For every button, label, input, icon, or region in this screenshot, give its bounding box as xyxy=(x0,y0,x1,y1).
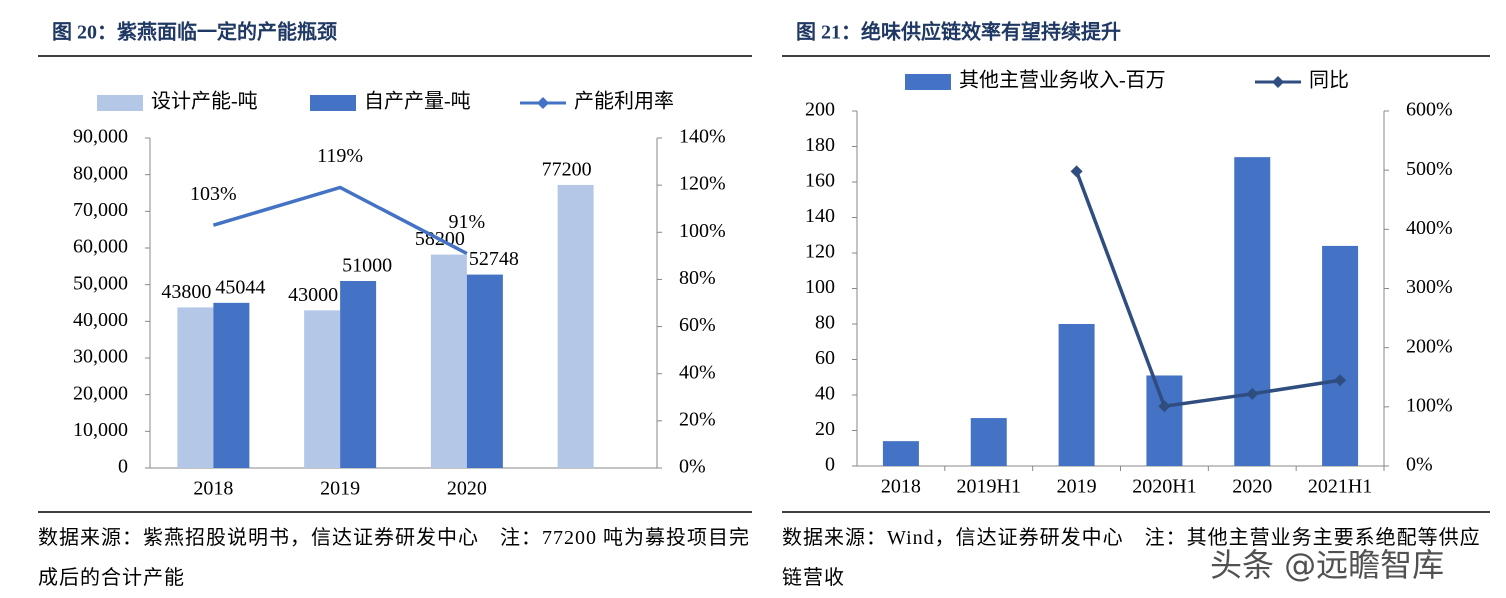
x-tick-label: 2020H1 xyxy=(1132,476,1196,498)
bar xyxy=(213,302,250,468)
y2-tick-label: 0% xyxy=(679,456,706,478)
bar xyxy=(177,307,214,468)
y2-tick-label: 600% xyxy=(1406,99,1453,121)
data-label: 43000 xyxy=(288,284,338,306)
legend-label: 其他主营业务收入-百万 xyxy=(959,69,1166,92)
legend-label: 产能利用率 xyxy=(574,90,674,113)
y-tick-label: 30,000 xyxy=(73,346,128,368)
x-tick-label: 2021H1 xyxy=(1308,476,1372,498)
y2-tick-label: 120% xyxy=(679,173,726,195)
bar xyxy=(1234,157,1271,466)
legend-label: 同比 xyxy=(1309,69,1349,92)
y-tick-label: 100 xyxy=(805,276,835,298)
point xyxy=(1158,400,1171,413)
legend-marker xyxy=(537,97,549,109)
legend-marker xyxy=(1272,76,1284,88)
line xyxy=(212,185,468,256)
point xyxy=(1246,387,1259,400)
y-tick-label: 80,000 xyxy=(73,162,128,184)
y-tick-label: 90,000 xyxy=(73,126,128,148)
x-tick-label: 2019 xyxy=(320,478,360,500)
y2-tick-label: 0% xyxy=(1406,454,1433,476)
y2-tick-label: 300% xyxy=(1406,276,1453,298)
x-tick-label: 2020 xyxy=(1232,476,1272,498)
bar xyxy=(340,281,377,468)
bar xyxy=(970,418,1007,466)
y2-tick-label: 140% xyxy=(679,126,726,148)
source-note: 数据来源：紫燕招股说明书，信达证券研发中心 注：77200 吨为募投项目完成后的… xyxy=(38,527,750,589)
y-tick-label: 80 xyxy=(815,312,835,334)
bar xyxy=(1146,375,1183,466)
y-tick-label: 60 xyxy=(815,347,835,369)
y2-tick-label: 100% xyxy=(679,220,726,242)
watermark: 头条 @远瞻智库 xyxy=(1210,546,1445,584)
y2-tick-label: 60% xyxy=(679,314,716,336)
legend-label: 设计产能-吨 xyxy=(151,90,258,113)
point xyxy=(1334,374,1347,387)
x-tick-label: 2018 xyxy=(881,476,921,498)
y-tick-label: 50,000 xyxy=(73,272,128,294)
bar xyxy=(1322,245,1359,466)
y2-tick-label: 200% xyxy=(1406,335,1453,357)
data-label: 91% xyxy=(449,211,486,233)
y-tick-label: 200 xyxy=(805,99,835,121)
y-tick-label: 20,000 xyxy=(73,382,128,404)
line xyxy=(1074,170,1341,409)
y2-tick-label: 80% xyxy=(679,267,716,289)
legend-swatch xyxy=(905,74,951,90)
bar xyxy=(557,184,594,468)
data-label: 45044 xyxy=(215,276,265,298)
y-tick-label: 10,000 xyxy=(73,419,128,441)
y2-tick-label: 40% xyxy=(679,361,716,383)
y-tick-label: 120 xyxy=(805,241,835,263)
data-label: 103% xyxy=(190,183,237,205)
y2-tick-label: 400% xyxy=(1406,217,1453,239)
data-label: 43800 xyxy=(161,281,211,303)
y2-tick-label: 20% xyxy=(679,408,716,430)
y-tick-label: 180 xyxy=(805,134,835,156)
bar xyxy=(466,274,503,468)
y2-tick-label: 500% xyxy=(1406,158,1453,180)
bar xyxy=(430,254,467,468)
legend-swatch xyxy=(97,95,143,111)
x-tick-label: 2018 xyxy=(193,478,233,500)
chart-title: 图 21：绝味供应链效率有望持续提升 xyxy=(796,20,1121,44)
legend-label: 自产产量-吨 xyxy=(364,90,471,113)
y-tick-label: 0 xyxy=(825,454,835,476)
y-tick-label: 160 xyxy=(805,170,835,192)
point xyxy=(1070,165,1083,178)
data-label: 119% xyxy=(317,145,363,167)
data-label: 51000 xyxy=(342,255,392,277)
chart-title: 图 20：紫燕面临一定的产能瓶颈 xyxy=(52,20,337,44)
y-tick-label: 20 xyxy=(815,418,835,440)
data-label: 77200 xyxy=(542,159,592,181)
y-tick-label: 40 xyxy=(815,383,835,405)
y-tick-label: 60,000 xyxy=(73,236,128,258)
x-tick-label: 2019H1 xyxy=(957,476,1021,498)
bar xyxy=(304,310,341,468)
y-tick-label: 70,000 xyxy=(73,199,128,221)
bar xyxy=(882,441,919,466)
source-note: 数据来源：Wind，信达证券研发中心 注：其他主营业务主要系绝配等供应链营收 xyxy=(782,527,1481,589)
bar xyxy=(1058,324,1095,466)
y2-tick-label: 100% xyxy=(1406,394,1453,416)
y-tick-label: 0 xyxy=(118,456,128,478)
y-tick-label: 140 xyxy=(805,205,835,227)
data-label: 52748 xyxy=(469,248,519,270)
legend-swatch xyxy=(310,95,356,111)
x-tick-label: 2020 xyxy=(447,478,487,500)
x-tick-label: 2019 xyxy=(1057,476,1097,498)
y-tick-label: 40,000 xyxy=(73,309,128,331)
